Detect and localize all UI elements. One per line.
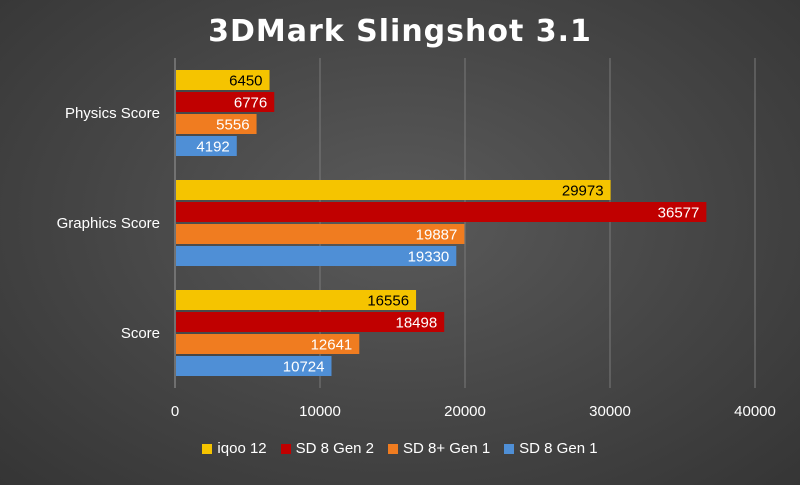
data-label: 19887 [416,227,458,244]
data-label: 6450 [229,73,262,90]
data-label: 6776 [234,95,267,112]
x-tick-label: 0 [171,403,179,420]
category-label: Score [121,325,160,342]
legend-item: iqoo 12 [202,440,267,457]
x-tick-label: 30000 [589,403,631,420]
bar [176,70,270,90]
legend-label: SD 8 Gen 2 [295,440,375,457]
bar [176,356,332,376]
legend-label: SD 8 Gen 1 [519,440,598,457]
bar [176,92,275,112]
bar [176,312,445,332]
legend-label: iqoo 12 [217,440,267,457]
data-label: 12641 [311,337,353,354]
legend-label: SD 8+ Gen 1 [403,440,491,457]
chart-title: 3DMark Slingshot 3.1 [208,14,592,49]
bar [176,180,611,200]
bar [176,114,257,134]
data-label: 29973 [562,183,604,200]
data-label: 5556 [216,117,249,134]
x-tick-label: 40000 [734,403,776,420]
legend-swatch [202,443,213,454]
legend-swatch [388,443,399,454]
bar [176,246,457,266]
bar [176,224,465,244]
x-tick-label: 20000 [444,403,486,420]
x-tick-label: 10000 [299,403,341,420]
data-label: 19330 [408,249,450,266]
legend-item: SD 8+ Gen 1 [388,440,490,457]
bar [176,202,707,222]
legend-swatch [280,443,291,454]
bar [176,290,417,310]
category-label: Graphics Score [57,215,160,232]
bar [176,136,237,156]
chart-legend: iqoo 12 SD 8 Gen 2 SD 8+ Gen 1 SD 8 Gen 1 [0,440,800,457]
data-label: 4192 [196,139,229,156]
data-label: 18498 [396,315,438,332]
legend-swatch [504,443,515,454]
category-label: Physics Score [65,105,160,122]
data-label: 10724 [283,359,325,376]
data-label: 36577 [658,205,700,222]
legend-item: SD 8 Gen 1 [504,440,598,457]
data-label: 16556 [367,293,409,310]
legend-item: SD 8 Gen 2 [280,440,375,457]
bar [176,334,360,354]
